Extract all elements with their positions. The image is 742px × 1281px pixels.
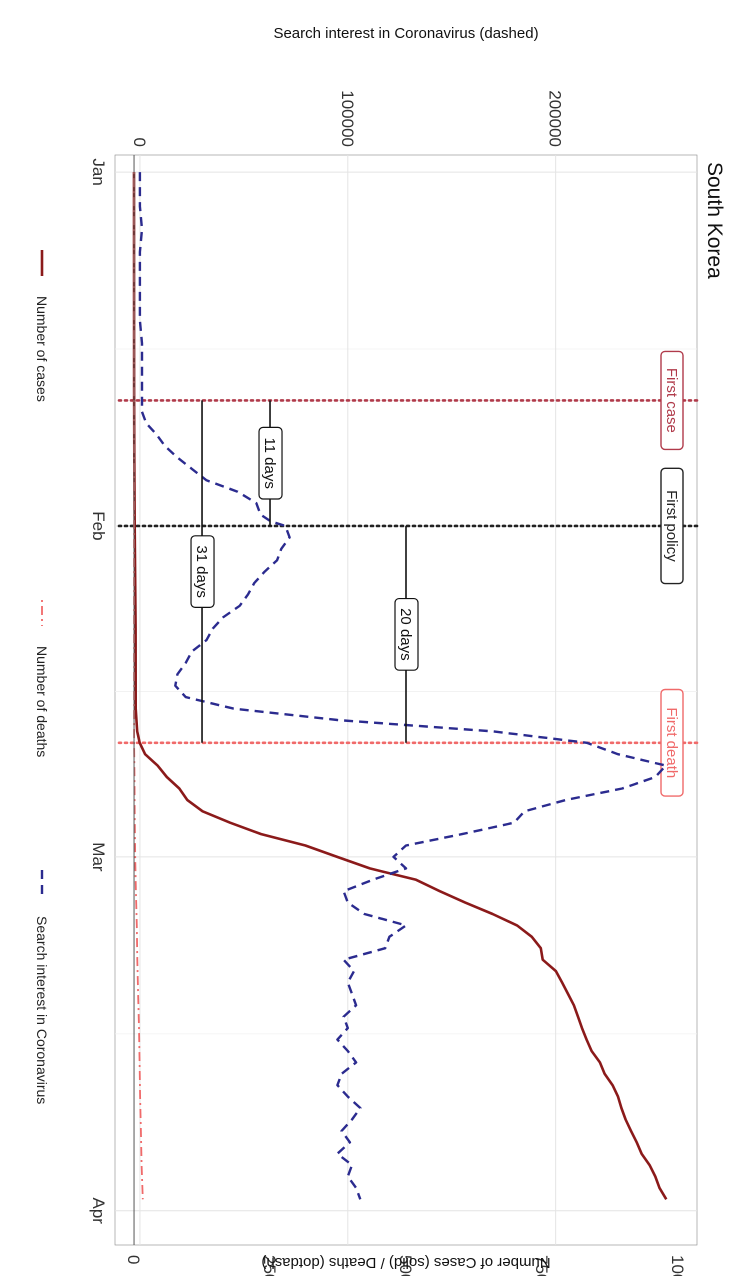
legend: Number of cases Number of deaths Search in… xyxy=(34,250,50,1104)
series-line-search-interest-in-coronavirus xyxy=(138,172,667,1200)
legend-label: Number of cases xyxy=(34,296,50,402)
x-tick-label-mar: Mar xyxy=(89,842,108,872)
series-line-number-of-cases xyxy=(132,172,668,1200)
span-label-box xyxy=(190,535,215,608)
span-label-text: 11 days xyxy=(261,437,278,488)
span-label-box xyxy=(258,426,283,500)
event-label-box xyxy=(660,350,684,451)
span-label-text: 31 days xyxy=(193,545,210,598)
span-annotations: 11 days 20 days 31 days xyxy=(190,400,419,743)
plot-panel-border xyxy=(114,154,698,1246)
event-label-box xyxy=(660,688,684,797)
event-label-box xyxy=(660,467,684,585)
span-20-days: 20 days xyxy=(394,525,419,743)
event-label-first-policy: First policy xyxy=(660,467,684,585)
right-tick-label: 5000 xyxy=(396,1255,415,1276)
legend-item-search-interest-in-coronavirus: Search interest in Coronavirus xyxy=(34,870,50,1104)
right-tick-label: 2500 xyxy=(260,1255,279,1276)
span-label-text: 20 days xyxy=(397,608,414,661)
series-line-number-of-deaths xyxy=(133,172,144,1200)
event-label-first-death: First death xyxy=(660,688,684,797)
grid-layer xyxy=(115,155,697,1245)
legend-label: Search interest in Coronavirus xyxy=(34,916,50,1104)
event-label-text: First policy xyxy=(663,490,680,562)
left-tick-label: 100000 xyxy=(338,90,357,147)
legend-label: Number of deaths xyxy=(34,646,50,757)
x-tick-label-jan: Jan xyxy=(89,158,108,185)
left-tick-label: 0 xyxy=(130,138,149,147)
span-11-days: 11 days xyxy=(258,400,283,526)
series-layer xyxy=(132,172,668,1200)
left-tick-label: 200000 xyxy=(546,90,565,147)
right-axis-label: Number of Cases (solid) / Deaths (dotdas… xyxy=(261,1254,550,1271)
right-tick-label: 0 xyxy=(124,1255,143,1264)
event-label-text: First case xyxy=(663,368,680,433)
right-tick-label: 10000 xyxy=(668,1255,687,1276)
axes: Jan Feb Mar Apr 0 100000 200000 0 2500 5000 7500 10… xyxy=(89,90,687,1281)
event-label-text: First death xyxy=(663,707,680,778)
legend-item-number-of-deaths: Number of deaths xyxy=(34,600,50,757)
x-tick-label-feb: Feb xyxy=(89,511,108,540)
x-tick-label-apr: Apr xyxy=(89,1198,108,1225)
span-31-days: 31 days xyxy=(190,400,215,743)
chart-title: South Korea xyxy=(703,162,726,279)
span-label-box xyxy=(394,597,419,671)
right-tick-label: 7500 xyxy=(532,1255,551,1276)
event-label-first-case: First case xyxy=(660,350,684,451)
legend-item-number-of-cases: Number of cases xyxy=(34,250,50,402)
left-axis-label: Search interest in Coronavirus (dashed) xyxy=(273,25,538,42)
